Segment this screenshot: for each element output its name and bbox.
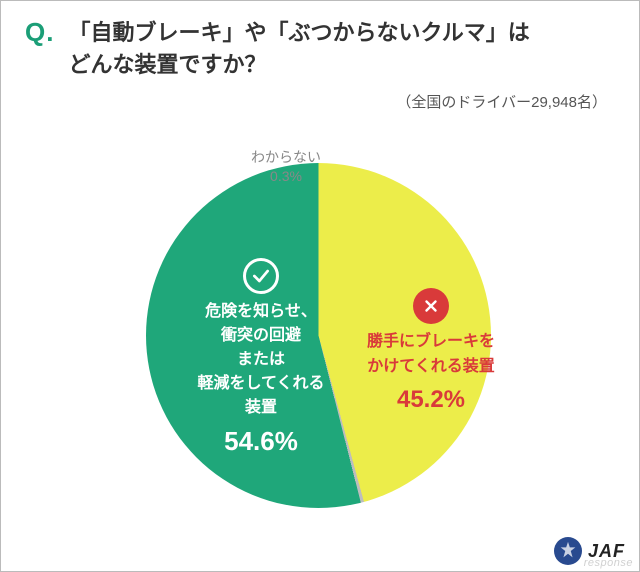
slice-green-percent: 54.6% bbox=[181, 422, 341, 461]
slice-gray-text: わからない bbox=[251, 148, 321, 167]
question-row: Q. 「自動ブレーキ」や「ぶつからないクルマ」はどんな装置ですか？ bbox=[25, 17, 615, 81]
slice-yellow-text: 勝手にブレーキをかけてくれる装置 bbox=[351, 330, 511, 380]
header: Q. 「自動ブレーキ」や「ぶつからないクルマ」はどんな装置ですか？ （全国のドラ… bbox=[1, 1, 639, 118]
survey-subtitle: （全国のドライバー29,948名） bbox=[25, 91, 615, 112]
check-circle-icon bbox=[243, 258, 279, 294]
watermark-text: response bbox=[584, 557, 633, 569]
slice-yellow-percent: 45.2% bbox=[351, 381, 511, 418]
x-circle-icon bbox=[413, 288, 449, 324]
pie-chart-area: わからない 0.3% 危険を知らせ、衝突の回避または軽減をしてくれる装置 54.… bbox=[1, 118, 640, 538]
question-mark: Q. bbox=[25, 17, 54, 48]
slice-green-text: 危険を知らせ、衝突の回避または軽減をしてくれる装置 bbox=[181, 300, 341, 420]
jaf-logo-icon bbox=[554, 537, 582, 565]
slice-label-yellow: 勝手にブレーキをかけてくれる装置 45.2% bbox=[351, 288, 511, 419]
question-text: 「自動ブレーキ」や「ぶつからないクルマ」はどんな装置ですか？ bbox=[68, 17, 529, 81]
slice-label-gray: わからない 0.3% bbox=[251, 148, 321, 186]
slice-label-green: 危険を知らせ、衝突の回避または軽減をしてくれる装置 54.6% bbox=[181, 258, 341, 461]
slice-gray-percent: 0.3% bbox=[251, 167, 321, 186]
